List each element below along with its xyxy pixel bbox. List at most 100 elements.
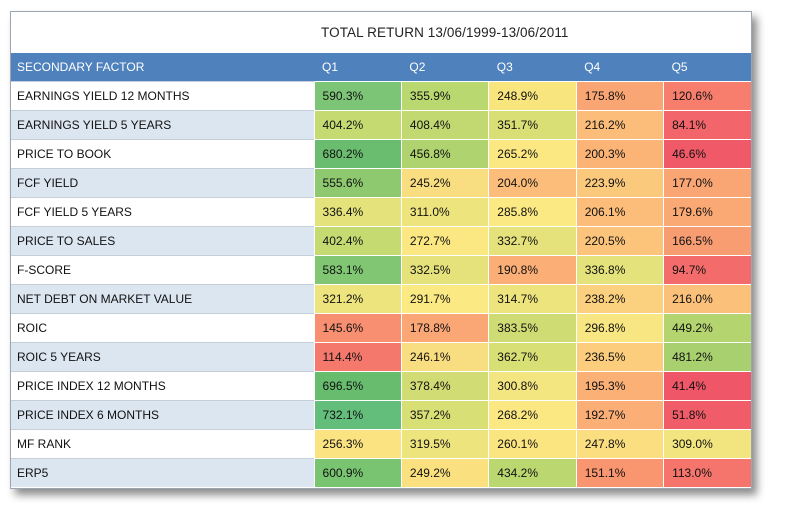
return-cell-q4: 236.5%: [575, 341, 664, 371]
return-cell-q4: 175.8%: [575, 80, 664, 110]
return-cell-q4: 195.3%: [575, 370, 664, 400]
table-row: PRICE TO BOOK 680.2% 456.8% 265.2% 200.3% 46.…: [11, 138, 751, 168]
table-row: NET DEBT ON MARKET VALUE 321.2% 291.7% 314.…: [11, 283, 751, 313]
return-cell-q5: 179.6%: [663, 196, 751, 226]
return-cell-q1: 404.2%: [313, 109, 402, 139]
header-q4: Q4: [576, 53, 664, 81]
table-row: EARNINGS YIELD 12 MONTHS 590.3% 355.9% 248.…: [11, 80, 751, 110]
return-cell-q4: 336.8%: [575, 254, 664, 284]
return-cell-q3: 204.0%: [488, 167, 577, 197]
return-cell-q2: 357.2%: [400, 399, 489, 429]
return-cell-q1: 696.5%: [313, 370, 402, 400]
return-cell-q2: 249.2%: [400, 457, 489, 487]
row-factor-label: PRICE INDEX 12 MONTHS: [11, 370, 315, 400]
return-cell-q4: 216.2%: [575, 109, 664, 139]
return-cell-q3: 265.2%: [488, 138, 577, 168]
return-cell-q4: 200.3%: [575, 138, 664, 168]
table-row: FCF YIELD 555.6% 245.2% 204.0% 223.9% 177.0%: [11, 167, 751, 197]
title-row: TOTAL RETURN 13/06/1999-13/06/2011: [11, 12, 751, 53]
table-row: ROIC 145.6% 178.8% 383.5% 296.8% 449.2%: [11, 312, 751, 342]
return-cell-q4: 247.8%: [575, 428, 664, 458]
table-row: FCF YIELD 5 YEARS 336.4% 311.0% 285.8% 206.1…: [11, 196, 751, 226]
row-factor-label: ERP5: [11, 457, 315, 487]
header-q1: Q1: [314, 53, 402, 81]
return-cell-q4: 223.9%: [575, 167, 664, 197]
return-cell-q2: 408.4%: [400, 109, 489, 139]
return-cell-q3: 300.8%: [488, 370, 577, 400]
table-row: F-SCORE 583.1% 332.5% 190.8% 336.8% 94.7%: [11, 254, 751, 284]
return-cell-q5: 216.0%: [663, 283, 751, 313]
return-cell-q5: 41.4%: [663, 370, 751, 400]
table-frame: TOTAL RETURN 13/06/1999-13/06/2011 SECON…: [10, 11, 752, 489]
return-cell-q1: 732.1%: [313, 399, 402, 429]
return-cell-q2: 246.1%: [400, 341, 489, 371]
return-cell-q5: 113.0%: [663, 457, 751, 487]
return-cell-q1: 590.3%: [313, 80, 402, 110]
return-cell-q4: 296.8%: [575, 312, 664, 342]
return-cell-q2: 245.2%: [400, 167, 489, 197]
return-cell-q1: 583.1%: [313, 254, 402, 284]
header-q5: Q5: [663, 53, 751, 81]
return-cell-q2: 355.9%: [400, 80, 489, 110]
row-factor-label: ROIC: [11, 312, 315, 342]
return-cell-q1: 256.3%: [313, 428, 402, 458]
return-cell-q4: 238.2%: [575, 283, 664, 313]
return-cell-q1: 145.6%: [313, 312, 402, 342]
table-row: PRICE INDEX 6 MONTHS 732.1% 357.2% 268.2% 19…: [11, 399, 751, 429]
return-cell-q3: 190.8%: [488, 254, 577, 284]
return-cell-q2: 272.7%: [400, 225, 489, 255]
row-factor-label: NET DEBT ON MARKET VALUE: [11, 283, 315, 313]
return-cell-q2: 291.7%: [400, 283, 489, 313]
return-cell-q5: 120.6%: [663, 80, 751, 110]
row-factor-label: PRICE TO SALES: [11, 225, 315, 255]
return-cell-q4: 220.5%: [575, 225, 664, 255]
return-cell-q3: 362.7%: [488, 341, 577, 371]
return-cell-q3: 314.7%: [488, 283, 577, 313]
row-factor-label: ROIC 5 YEARS: [11, 341, 315, 371]
return-cell-q3: 351.7%: [488, 109, 577, 139]
return-cell-q2: 332.5%: [400, 254, 489, 284]
return-cell-q3: 332.7%: [488, 225, 577, 255]
return-cell-q1: 402.4%: [313, 225, 402, 255]
return-cell-q5: 177.0%: [663, 167, 751, 197]
return-cell-q5: 94.7%: [663, 254, 751, 284]
table-row: MF RANK 256.3% 319.5% 260.1% 247.8% 309.0%: [11, 428, 751, 458]
return-cell-q1: 336.4%: [313, 196, 402, 226]
table-row: PRICE TO SALES 402.4% 272.7% 332.7% 220.5% 16…: [11, 225, 751, 255]
return-cell-q5: 166.5%: [663, 225, 751, 255]
row-factor-label: PRICE TO BOOK: [11, 138, 315, 168]
header-secondary-factor: SECONDARY FACTOR: [11, 53, 315, 81]
return-cell-q5: 449.2%: [663, 312, 751, 342]
row-factor-label: MF RANK: [11, 428, 315, 458]
return-cell-q3: 248.9%: [488, 80, 577, 110]
header-row: SECONDARY FACTOR Q1 Q2 Q3 Q4 Q5: [11, 53, 751, 81]
table-title: TOTAL RETURN 13/06/1999-13/06/2011: [321, 25, 569, 40]
return-cell-q3: 383.5%: [488, 312, 577, 342]
return-cell-q5: 481.2%: [663, 341, 751, 371]
return-cell-q4: 151.1%: [575, 457, 664, 487]
row-factor-label: EARNINGS YIELD 12 MONTHS: [11, 80, 315, 110]
table-row: EARNINGS YIELD 5 YEARS 404.2% 408.4% 351.7%…: [11, 109, 751, 139]
table-row: ROIC 5 YEARS 114.4% 246.1% 362.7% 236.5% 481.…: [11, 341, 751, 371]
total-return-table: SECONDARY FACTOR Q1 Q2 Q3 Q4 Q5 EARNINGS…: [11, 53, 751, 487]
row-factor-label: PRICE INDEX 6 MONTHS: [11, 399, 315, 429]
row-factor-label: EARNINGS YIELD 5 YEARS: [11, 109, 315, 139]
return-cell-q1: 114.4%: [313, 341, 402, 371]
return-cell-q3: 285.8%: [488, 196, 577, 226]
return-cell-q1: 555.6%: [313, 167, 402, 197]
return-cell-q5: 84.1%: [663, 109, 751, 139]
return-cell-q2: 319.5%: [400, 428, 489, 458]
table-row: ERP5 600.9% 249.2% 434.2% 151.1% 113.0%: [11, 457, 751, 487]
return-cell-q3: 268.2%: [488, 399, 577, 429]
return-cell-q2: 311.0%: [400, 196, 489, 226]
return-cell-q4: 206.1%: [575, 196, 664, 226]
return-cell-q5: 309.0%: [663, 428, 751, 458]
return-cell-q3: 434.2%: [488, 457, 577, 487]
row-factor-label: FCF YIELD 5 YEARS: [11, 196, 315, 226]
table-row: PRICE INDEX 12 MONTHS 696.5% 378.4% 300.8% 1…: [11, 370, 751, 400]
header-q2: Q2: [401, 53, 489, 81]
return-cell-q2: 456.8%: [400, 138, 489, 168]
return-cell-q3: 260.1%: [488, 428, 577, 458]
return-cell-q5: 46.6%: [663, 138, 751, 168]
return-cell-q1: 680.2%: [313, 138, 402, 168]
